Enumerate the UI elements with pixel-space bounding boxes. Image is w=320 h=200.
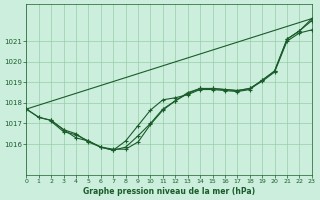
X-axis label: Graphe pression niveau de la mer (hPa): Graphe pression niveau de la mer (hPa) [83,187,255,196]
